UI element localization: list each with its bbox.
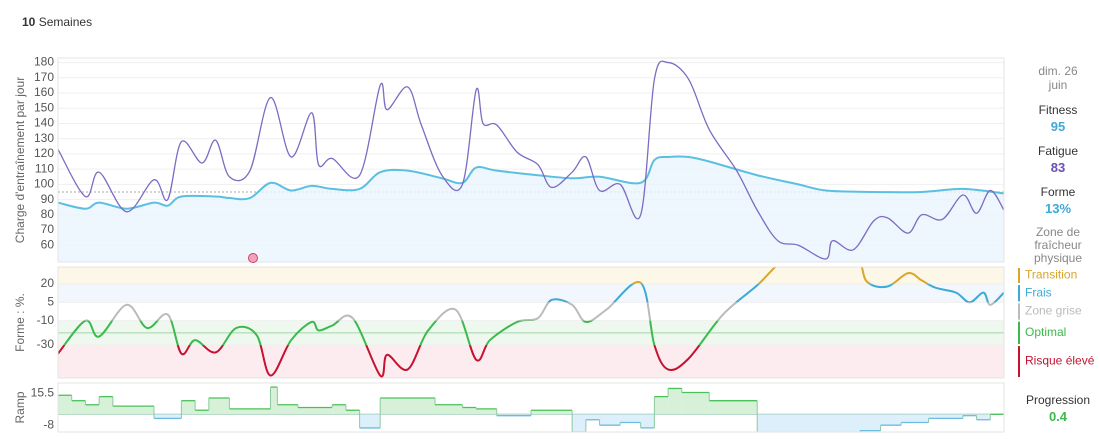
progression-value: 0.4 <box>1048 409 1068 424</box>
forme-label: Forme <box>1040 185 1076 199</box>
plot-frame <box>57 57 1005 263</box>
y-tick-label: 60 <box>41 237 55 251</box>
y-tick-label: 70 <box>41 222 55 236</box>
progression-label: Progression <box>1025 393 1091 407</box>
week-count: 10 <box>22 15 36 29</box>
ramp-bar <box>709 400 758 415</box>
ramp-bar <box>380 397 436 415</box>
forme-line <box>63 320 719 346</box>
y-tick-label: -10 <box>37 313 55 327</box>
forme-line <box>547 284 1004 303</box>
y-tick-label: 170 <box>34 70 54 84</box>
event-marker[interactable] <box>248 253 258 263</box>
zone-band <box>58 345 1004 378</box>
ramp-bar <box>229 408 271 415</box>
plot-frame <box>57 382 1005 433</box>
zone-label: Zone grise <box>1025 304 1082 318</box>
y-tick-label: -8 <box>43 417 54 431</box>
ramp-bar <box>860 414 881 431</box>
ramp-bar <box>962 414 977 416</box>
plot <box>58 267 1004 378</box>
fatigue-value: 83 <box>1050 160 1066 175</box>
zone-label: Frais <box>1025 285 1052 299</box>
y-tick-label: 15.5 <box>31 385 55 399</box>
zone-label: Transition <box>1025 268 1077 282</box>
y-tick-label: 140 <box>34 116 54 130</box>
zone-band <box>58 284 1004 303</box>
zone-band <box>58 267 1004 285</box>
period[interactable]: 10 Semaines <box>22 15 92 29</box>
y-tick-label: 100 <box>34 177 54 191</box>
forme-value: 13% <box>1044 201 1072 216</box>
y-tick-label: 120 <box>34 146 54 160</box>
y-tick-label: 90 <box>41 192 55 206</box>
fitness-label: Fitness <box>1038 103 1078 117</box>
ramp-bar <box>58 395 72 415</box>
ramp-bar <box>496 414 531 416</box>
ramp-bar <box>668 388 682 415</box>
ramp-bar <box>181 400 196 415</box>
date: dim. 26 juin <box>1038 64 1078 92</box>
series-line <box>58 155 1004 210</box>
ramp-bar <box>332 404 346 415</box>
ramp-bar <box>153 414 182 419</box>
ramp-bar <box>976 414 991 420</box>
y-tick-label: 80 <box>41 207 55 221</box>
ramp-bar <box>112 406 154 415</box>
y-tick-label: 5 <box>47 295 54 309</box>
y-axis-label: Ramp <box>13 391 27 423</box>
ramp-bar <box>620 414 641 423</box>
zone-band <box>58 302 1004 321</box>
week-label: Semaines <box>38 15 93 29</box>
ramp-bar <box>585 414 600 420</box>
ramp-bar <box>572 414 586 432</box>
y-tick-label: 150 <box>34 100 54 114</box>
ramp-bar <box>654 396 669 415</box>
ramp-bar <box>208 397 230 415</box>
y-tick-label: 110 <box>35 161 54 175</box>
plot <box>58 60 1004 262</box>
y-tick-label: 130 <box>34 131 54 145</box>
y-tick-label: 160 <box>34 85 54 99</box>
ramp-bar <box>640 414 655 428</box>
ramp-bar <box>462 407 477 415</box>
ramp-bar <box>297 407 333 415</box>
ramp-bar <box>531 410 573 415</box>
y-tick-label: -30 <box>37 337 55 351</box>
ramp-bar <box>99 396 113 415</box>
fitness-area <box>58 156 1004 262</box>
ramp-bar <box>901 414 929 423</box>
ramp-bar <box>476 408 497 415</box>
zone-label: Optimal <box>1025 325 1066 339</box>
ramp-bar <box>277 404 298 415</box>
ramp-bar <box>359 414 381 428</box>
fitness-value: 95 <box>1050 119 1066 134</box>
ramp-bar <box>85 404 100 415</box>
ramp-bar <box>345 410 360 415</box>
series-line <box>58 60 1004 260</box>
ramp-bar <box>599 414 621 426</box>
y-tick-label: 180 <box>34 55 54 69</box>
ramp-bar <box>880 414 902 426</box>
ramp-bar <box>195 410 209 415</box>
y-axis-label: Charge d'entraînement par jour <box>13 77 27 243</box>
zone-label: Risque élevé <box>1025 354 1095 368</box>
fatigue-label: Fatigue <box>1037 144 1079 158</box>
ramp-bar <box>681 392 710 415</box>
plot-frame <box>57 266 1005 379</box>
y-axis-label: Forme : %. <box>13 293 27 352</box>
plot <box>58 386 1004 432</box>
ramp-bar <box>270 387 278 415</box>
zone-name: Zone de fraîcheur physique <box>1033 225 1083 265</box>
ramp-bar <box>435 404 463 415</box>
ramp-bar <box>928 414 963 419</box>
forme-line <box>58 345 701 378</box>
ramp-bar <box>71 400 86 415</box>
y-tick-label: 20 <box>41 276 55 290</box>
ramp-bar <box>757 414 861 432</box>
